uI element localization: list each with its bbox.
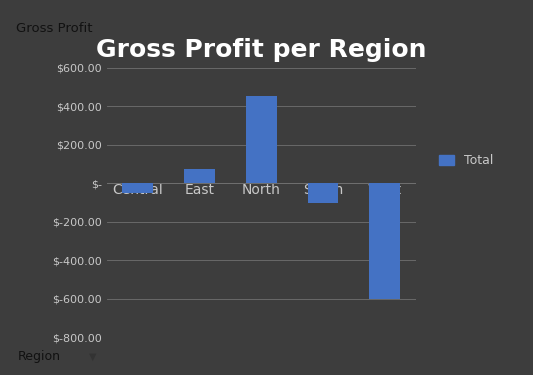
Text: Gross Profit per Region: Gross Profit per Region [96,38,426,62]
Text: Gross Profit: Gross Profit [15,22,92,35]
Bar [308,183,338,203]
Legend: Total: Total [434,149,499,172]
Bar [184,169,215,183]
Bar [122,183,153,193]
Bar [246,96,277,183]
Bar [369,183,400,299]
Text: ▼: ▼ [89,352,96,362]
Text: Region: Region [18,350,61,363]
